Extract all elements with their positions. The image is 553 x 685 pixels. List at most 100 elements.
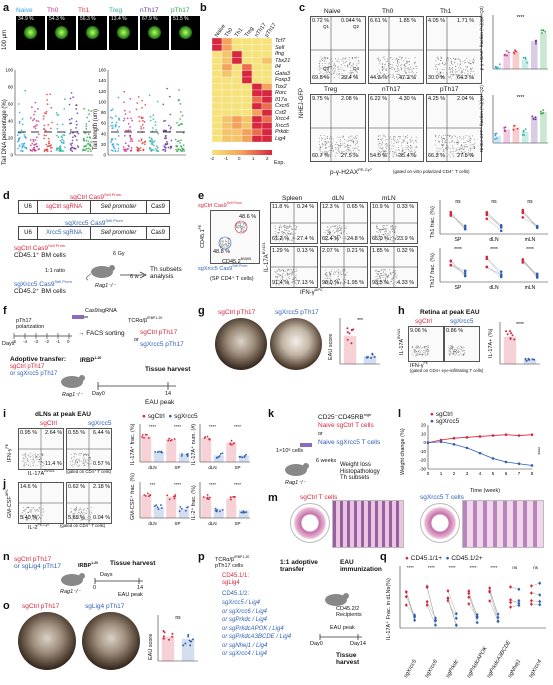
f-or: or (134, 337, 139, 343)
data-point (63, 108, 66, 110)
heatmap-cell (211, 96, 223, 104)
heatmap-cell (231, 37, 243, 45)
heatmap-colorbar (212, 150, 272, 155)
data-point (169, 113, 172, 116)
data-point (182, 144, 185, 147)
heatmap-cell (241, 83, 253, 91)
data-point (164, 134, 167, 137)
data-point (76, 112, 79, 115)
data-point (176, 121, 178, 124)
tick-label: 100 (98, 99, 106, 104)
data-point (23, 146, 26, 149)
data-point (128, 111, 131, 113)
tick-label: 80 (8, 85, 14, 90)
heatmap-col-label: Th1 (234, 27, 245, 39)
data-point (56, 127, 59, 130)
quadrant-pct: 0.24 % (297, 204, 315, 210)
data-point (129, 136, 132, 138)
data-point (69, 97, 72, 100)
heatmap-cell (261, 109, 273, 117)
significance: **** (234, 482, 241, 487)
quadrant-pct: 6.22 % (370, 96, 388, 102)
n-eau: EAU peak (118, 592, 143, 598)
n-d0: 0 (93, 585, 97, 591)
data-point (33, 143, 36, 146)
data-point (485, 211, 489, 215)
data-point (433, 618, 437, 623)
quadrant-pct: 4.30 % (399, 96, 417, 102)
data-point (122, 148, 125, 151)
data-point (89, 137, 92, 139)
fundus-image-sgctrl (215, 318, 267, 370)
data-point (49, 93, 52, 96)
data-point (137, 96, 140, 98)
heatmap-cell (231, 50, 243, 58)
tick-label: 160 (98, 68, 106, 73)
data-point (56, 123, 59, 126)
data-point (243, 511, 246, 514)
panel-label-h: h (398, 305, 405, 317)
data-point (88, 113, 91, 116)
heatmap-cell (251, 109, 263, 117)
quadrant-pct: 0.72 % (312, 18, 330, 24)
data-point (171, 632, 174, 635)
data-point (143, 141, 146, 143)
tick-label: 80 (101, 110, 107, 115)
data-point (64, 146, 66, 149)
i-t1: sgCtrl (40, 420, 57, 427)
heatmap-cell (231, 70, 243, 78)
data-point (130, 146, 133, 149)
data-point (529, 598, 533, 603)
data-point (504, 130, 507, 132)
heatmap-cell (241, 109, 253, 117)
data-point (180, 139, 182, 142)
fundus-image-ctrl (18, 612, 76, 670)
data-point (168, 95, 171, 98)
data-point (34, 101, 37, 104)
data-point (61, 123, 64, 126)
e-flow-plot: 10.9 % 0.33 % 65.0 % 23.9 % (370, 202, 418, 244)
panel-label-j: j (3, 478, 7, 490)
heatmap-cell (261, 122, 273, 130)
bar (166, 496, 177, 519)
e-left-bot: sgXrcc5 Cas9Sell Prom (198, 264, 248, 272)
data-point (509, 605, 513, 609)
histology-sgctrl-zoom (332, 500, 404, 548)
data-point (454, 616, 458, 621)
data-point (162, 630, 165, 633)
panel-label-l: l (398, 408, 402, 420)
data-point (183, 150, 186, 152)
tick-label: 40 (101, 131, 107, 136)
p-timeline (319, 634, 362, 640)
data-point (166, 87, 169, 90)
data-point (510, 332, 513, 335)
data-point (83, 107, 86, 110)
heatmap-cell (231, 83, 243, 91)
data-point (184, 509, 187, 512)
data-point (142, 141, 144, 144)
data-point (521, 208, 525, 212)
data-point (158, 450, 160, 453)
tail-dna-plot: 0 20 40 60 80 100 (5, 68, 93, 158)
bar (238, 455, 249, 463)
d-wk: 6 w (130, 274, 139, 280)
data-point (25, 137, 28, 139)
data-point (173, 497, 176, 500)
data-point (533, 358, 536, 361)
scale-bar-label: 100 µm (2, 29, 8, 50)
data-point (168, 437, 171, 440)
data-point (129, 134, 131, 137)
data-point (33, 149, 36, 152)
data-point (17, 147, 19, 150)
data-point (84, 132, 87, 135)
data-point (175, 144, 178, 147)
tick-label: dLN (148, 521, 156, 526)
p-im: EAU immunization (340, 559, 382, 574)
flow-plot-title: Treg (324, 86, 338, 93)
data-point (87, 147, 90, 150)
data-point (148, 146, 151, 149)
significance: ns (512, 565, 518, 570)
heatmap-cell (251, 89, 263, 97)
q-tick-label: sgPrkdc (444, 658, 460, 679)
data-point (69, 148, 72, 150)
